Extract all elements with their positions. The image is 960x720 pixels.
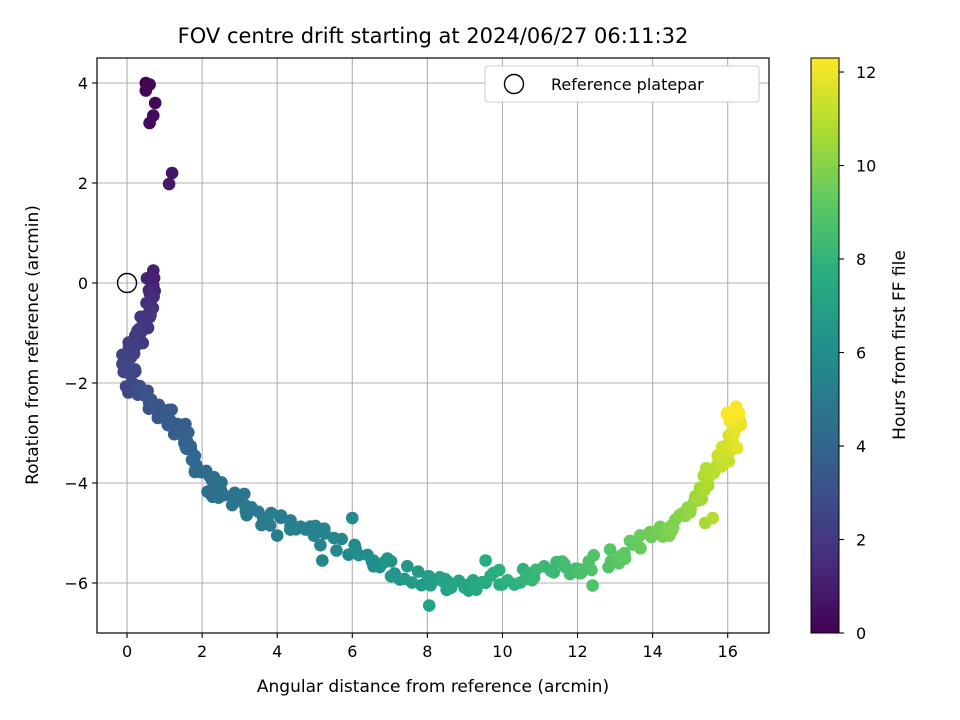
data-point bbox=[603, 543, 617, 556]
y-tick-label: 4 bbox=[78, 74, 88, 93]
x-tick-label: 14 bbox=[642, 642, 662, 661]
data-point bbox=[186, 453, 199, 467]
legend-label: Reference platepar bbox=[551, 75, 704, 94]
data-point bbox=[263, 519, 277, 532]
data-point bbox=[422, 570, 436, 583]
data-point bbox=[633, 540, 646, 554]
data-point bbox=[307, 529, 321, 542]
x-tick-label: 0 bbox=[122, 642, 132, 661]
colorbar-tick-label: 8 bbox=[856, 250, 866, 269]
data-point bbox=[182, 426, 195, 439]
data-point bbox=[143, 308, 156, 321]
y-tick-label: 0 bbox=[78, 274, 88, 293]
legend: Reference platepar bbox=[484, 65, 760, 103]
y-tick-label: −6 bbox=[64, 574, 88, 593]
data-point bbox=[586, 579, 599, 592]
x-tick-label: 8 bbox=[422, 642, 432, 661]
y-tick-label: −4 bbox=[64, 474, 88, 493]
colorbar-tick-label: 10 bbox=[856, 157, 876, 176]
data-point bbox=[558, 557, 571, 571]
data-point bbox=[633, 529, 647, 542]
data-point bbox=[614, 549, 627, 563]
data-point bbox=[722, 455, 736, 468]
grid bbox=[97, 58, 769, 633]
data-point bbox=[525, 573, 539, 587]
data-point bbox=[405, 576, 419, 589]
y-tick-label: −2 bbox=[64, 374, 88, 393]
data-point bbox=[129, 365, 142, 378]
y-axis-ticks: −6 −4 −2 0 2 4 bbox=[64, 74, 97, 593]
data-point bbox=[118, 360, 132, 373]
legend-box bbox=[484, 65, 760, 103]
data-point bbox=[346, 511, 359, 525]
colorbar: 0 2 4 6 8 10 12 Hours from first FF file bbox=[810, 57, 910, 643]
x-axis-title: Angular distance from reference (arcmin) bbox=[257, 677, 609, 697]
data-point bbox=[730, 441, 744, 455]
x-tick-label: 16 bbox=[718, 642, 738, 661]
data-point bbox=[131, 324, 144, 338]
data-point bbox=[585, 563, 598, 577]
x-tick-label: 4 bbox=[272, 642, 282, 661]
colorbar-gradient bbox=[810, 57, 840, 634]
data-point bbox=[706, 511, 719, 525]
data-point bbox=[148, 96, 162, 110]
data-point bbox=[623, 534, 637, 548]
colorbar-tick-label: 0 bbox=[856, 624, 866, 643]
data-point bbox=[116, 348, 129, 362]
data-point bbox=[270, 529, 284, 542]
data-point bbox=[140, 272, 154, 285]
data-point bbox=[165, 166, 179, 180]
colorbar-tick-label: 6 bbox=[856, 344, 866, 363]
reference-platepar-marker bbox=[116, 272, 138, 294]
data-point bbox=[149, 403, 163, 417]
data-point bbox=[547, 566, 561, 579]
data-point bbox=[492, 563, 506, 577]
data-point bbox=[314, 538, 327, 552]
colorbar-tick-label: 4 bbox=[856, 437, 866, 456]
data-point bbox=[316, 554, 329, 567]
colorbar-label: Hours from first FF file bbox=[890, 250, 910, 440]
data-point bbox=[727, 426, 740, 440]
data-point bbox=[665, 524, 679, 537]
data-points bbox=[116, 76, 748, 612]
data-point bbox=[217, 488, 231, 502]
colorbar-tick-label: 2 bbox=[856, 531, 866, 550]
x-tick-label: 10 bbox=[492, 642, 512, 661]
chart-title: FOV centre drift starting at 2024/06/27 … bbox=[178, 24, 689, 48]
data-point bbox=[415, 578, 428, 592]
data-point bbox=[411, 565, 425, 578]
data-point bbox=[501, 574, 514, 587]
data-point bbox=[139, 84, 153, 97]
colorbar-tick-label: 12 bbox=[856, 63, 876, 82]
data-point bbox=[422, 599, 436, 612]
data-point bbox=[330, 544, 343, 557]
y-tick-label: 2 bbox=[78, 174, 88, 193]
data-point bbox=[264, 506, 278, 520]
data-point bbox=[143, 116, 156, 130]
data-point bbox=[274, 509, 288, 522]
x-axis-ticks: 0 2 4 6 8 10 12 14 16 bbox=[122, 633, 738, 661]
data-point bbox=[587, 549, 600, 562]
legend-reference-marker bbox=[503, 73, 525, 95]
data-point bbox=[188, 463, 202, 477]
data-point bbox=[225, 498, 239, 512]
data-point bbox=[335, 532, 348, 546]
x-tick-label: 12 bbox=[567, 642, 587, 661]
data-point bbox=[479, 554, 492, 567]
data-point bbox=[352, 548, 366, 562]
y-axis-title: Rotation from reference (arcmin) bbox=[23, 205, 43, 485]
data-point bbox=[162, 177, 176, 191]
plot-frame bbox=[96, 57, 770, 634]
data-point bbox=[732, 406, 746, 420]
x-tick-label: 6 bbox=[347, 642, 357, 661]
colorbar-ticks: 0 2 4 6 8 10 12 bbox=[839, 63, 876, 643]
reference-marker-layer bbox=[116, 272, 138, 294]
data-point bbox=[401, 559, 414, 573]
data-point bbox=[384, 555, 398, 568]
x-tick-label: 2 bbox=[197, 642, 207, 661]
